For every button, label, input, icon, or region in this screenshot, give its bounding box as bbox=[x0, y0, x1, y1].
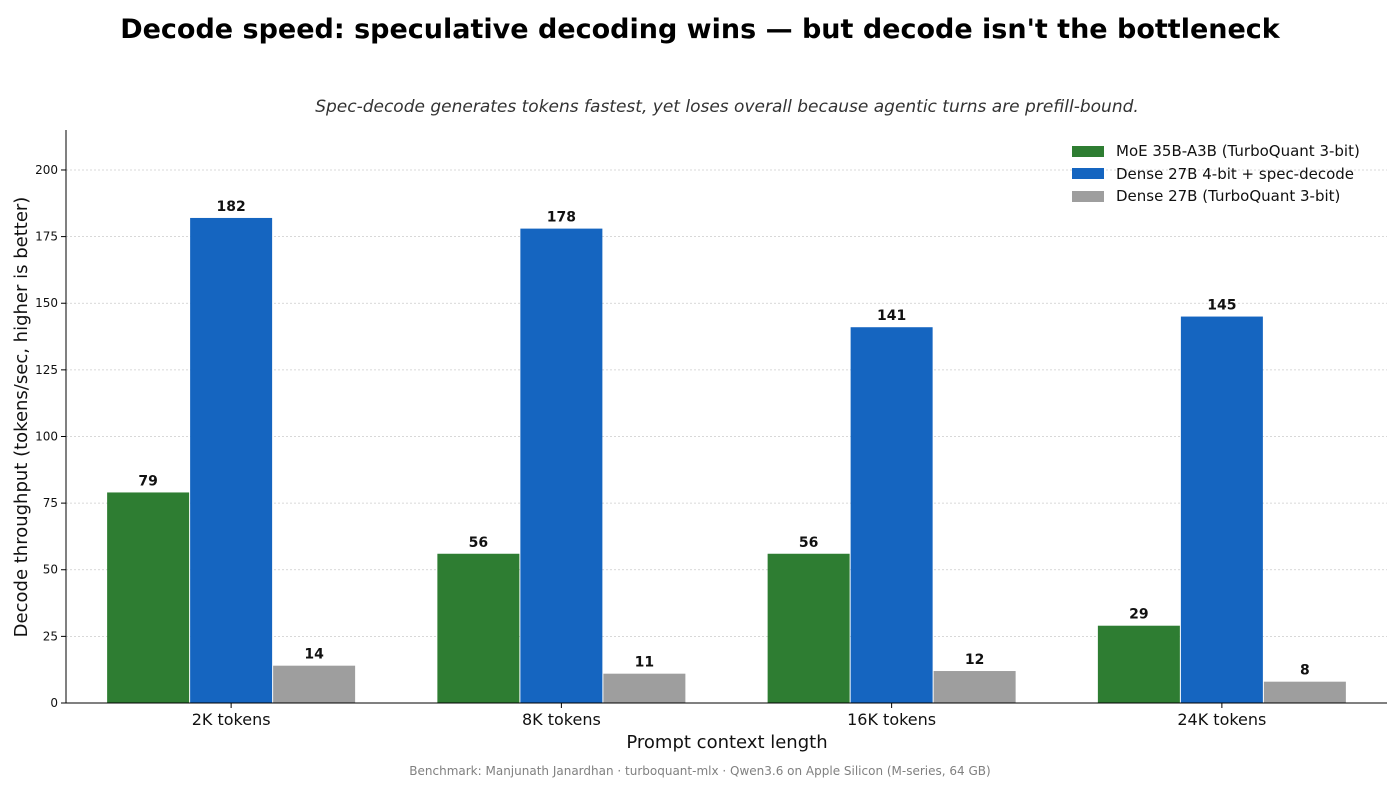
legend-item-moe: MoE 35B-A3B (TurboQuant 3-bit) bbox=[1072, 140, 1360, 163]
bar-value-label: 178 bbox=[547, 210, 576, 226]
y-tick-label: 50 bbox=[43, 563, 58, 577]
chart-title: Decode speed: speculative decoding wins … bbox=[120, 14, 1280, 45]
legend-label-dense-spec: Dense 27B 4-bit + spec-decode bbox=[1116, 164, 1355, 183]
y-tick-label: 25 bbox=[43, 629, 58, 643]
bar bbox=[1097, 625, 1180, 703]
source-footnote: Benchmark: Manjunath Janardhan · turboqu… bbox=[409, 764, 991, 778]
bar bbox=[107, 492, 190, 703]
x-tick-label: 24K tokens bbox=[1177, 710, 1266, 729]
axes bbox=[61, 130, 1387, 708]
bar-value-label: 11 bbox=[635, 655, 654, 671]
bar-group bbox=[107, 217, 1346, 703]
bar-value-label: 8 bbox=[1300, 663, 1310, 679]
bar-value-label: 79 bbox=[138, 473, 157, 489]
bar bbox=[520, 228, 603, 703]
legend-item-dense-spec: Dense 27B 4-bit + spec-decode bbox=[1072, 163, 1360, 186]
chart-subtitle: Spec-decode generates tokens fastest, ye… bbox=[315, 97, 1139, 117]
bar bbox=[767, 553, 850, 703]
y-axis-label: Decode throughput (tokens/sec, higher is… bbox=[11, 197, 32, 638]
value-labels: 79 182 14 56 178 11 56 141 12 29 145 8 bbox=[138, 199, 1309, 679]
legend-swatch-dense-spec bbox=[1072, 168, 1104, 180]
y-tick-label: 200 bbox=[35, 163, 58, 177]
bar bbox=[1180, 316, 1263, 703]
legend: MoE 35B-A3B (TurboQuant 3-bit) Dense 27B… bbox=[1072, 140, 1360, 208]
x-axis-label: Prompt context length bbox=[626, 732, 827, 753]
bar-value-label: 56 bbox=[799, 535, 818, 551]
bar-value-label: 182 bbox=[217, 199, 246, 215]
legend-label-moe: MoE 35B-A3B (TurboQuant 3-bit) bbox=[1116, 142, 1360, 161]
bar bbox=[933, 671, 1016, 703]
bar bbox=[603, 673, 686, 703]
x-tick-label: 8K tokens bbox=[522, 710, 601, 729]
y-tick-label: 125 bbox=[35, 363, 58, 377]
legend-item-dense-tq: Dense 27B (TurboQuant 3-bit) bbox=[1072, 185, 1360, 208]
bar bbox=[850, 327, 933, 703]
y-tick-label: 100 bbox=[35, 429, 58, 443]
y-tick-label: 0 bbox=[50, 696, 58, 710]
y-tick-label: 75 bbox=[43, 496, 58, 510]
bar-value-label: 14 bbox=[304, 647, 324, 663]
legend-label-dense-tq: Dense 27B (TurboQuant 3-bit) bbox=[1116, 187, 1341, 206]
bar-value-label: 56 bbox=[469, 535, 488, 551]
bar-value-label: 145 bbox=[1207, 298, 1236, 314]
x-tick-label: 16K tokens bbox=[847, 710, 936, 729]
bar bbox=[1263, 681, 1346, 703]
x-tick-label: 2K tokens bbox=[192, 710, 271, 729]
y-tick-label: 150 bbox=[35, 296, 58, 310]
bar-value-label: 12 bbox=[965, 652, 984, 668]
bar bbox=[190, 217, 273, 703]
bar-value-label: 141 bbox=[877, 308, 906, 324]
legend-swatch-dense-tq bbox=[1072, 190, 1104, 202]
y-tick-label: 175 bbox=[35, 230, 58, 244]
legend-swatch-moe bbox=[1072, 145, 1104, 157]
bar bbox=[273, 665, 356, 703]
bar-value-label: 29 bbox=[1129, 607, 1148, 623]
tick-labels: 0 25 50 75 100 125 150 175 200 2K tokens 8K tokens… bbox=[35, 163, 1266, 729]
bar bbox=[437, 553, 520, 703]
